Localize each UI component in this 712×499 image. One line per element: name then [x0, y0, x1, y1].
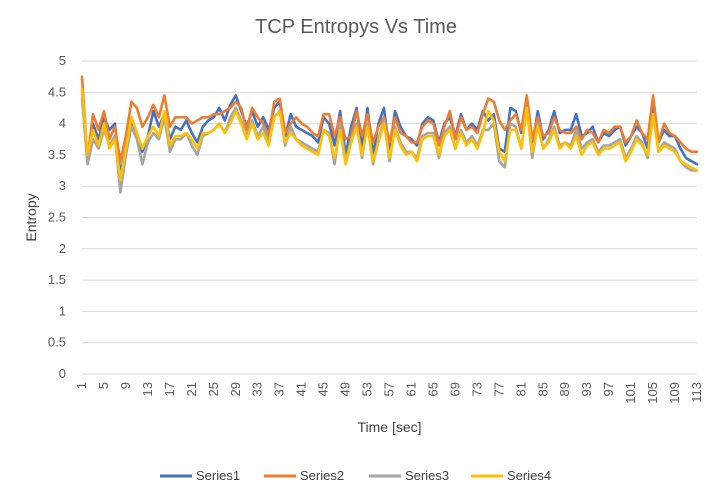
x-tick-label: 69 — [447, 382, 462, 396]
series-lines — [80, 75, 699, 194]
x-tick-label: 49 — [338, 382, 353, 396]
x-tick-label: 85 — [535, 382, 550, 396]
x-tick-label: 73 — [469, 382, 484, 396]
y-tick-label: 3.5 — [48, 147, 66, 162]
x-tick-label: 29 — [228, 382, 243, 396]
y-axis-ticks: 0 0.5 1 1.5 2 2.5 3 3.5 4 4.5 5 — [48, 53, 66, 381]
x-tick-label: 21 — [184, 382, 199, 396]
x-tick-label: 37 — [272, 382, 287, 396]
x-tick-label: 13 — [140, 382, 155, 396]
y-tick-label: 4.5 — [48, 84, 66, 99]
y-tick-label: 0.5 — [48, 335, 66, 350]
series-line-series2 — [80, 75, 699, 163]
legend-item: Series4 — [471, 468, 551, 483]
gridlines — [82, 60, 697, 344]
legend-item: Series3 — [369, 468, 449, 483]
x-tick-label: 57 — [382, 382, 397, 396]
chart-title: TCP Entropys Vs Time — [255, 16, 457, 38]
x-tick-label: 45 — [316, 382, 331, 396]
y-tick-label: 4 — [59, 116, 66, 131]
x-tick-label: 65 — [425, 382, 440, 396]
x-tick-label: 1 — [74, 382, 89, 389]
x-tick-label: 105 — [645, 382, 660, 404]
x-tick-label: 61 — [403, 382, 418, 396]
legend-label: Series3 — [405, 468, 449, 483]
legend: Series1 Series2 Series3 Series4 — [160, 468, 551, 483]
x-tick-label: 53 — [360, 382, 375, 396]
x-tick-label: 25 — [206, 382, 221, 396]
legend-item: Series1 — [160, 468, 240, 483]
x-tick-label: 17 — [162, 382, 177, 396]
legend-label: Series2 — [300, 468, 344, 483]
y-tick-label: 0 — [59, 366, 66, 381]
x-tick-label: 9 — [118, 382, 133, 389]
y-tick-label: 2 — [59, 241, 66, 256]
x-tick-label: 101 — [623, 382, 638, 404]
legend-label: Series4 — [507, 468, 551, 483]
legend-label: Series1 — [196, 468, 240, 483]
x-tick-label: 93 — [579, 382, 594, 396]
x-tick-label: 89 — [557, 382, 572, 396]
x-tick-label: 113 — [689, 382, 704, 403]
x-tick-label: 109 — [667, 382, 682, 404]
x-tick-label: 33 — [250, 382, 265, 396]
y-axis-title: Entropy — [23, 193, 39, 241]
x-tick-label: 5 — [96, 382, 111, 389]
y-tick-label: 1 — [59, 303, 66, 318]
x-tick-label: 97 — [601, 382, 616, 396]
y-tick-label: 1.5 — [48, 272, 66, 287]
x-axis-title: Time [sec] — [357, 419, 421, 435]
x-axis-ticks: 1 5 9 13 17 21 25 29 33 37 41 45 49 53 57 61 65 69 73 77 81 8… — [74, 382, 704, 404]
legend-item: Series2 — [264, 468, 344, 483]
x-tick-label: 81 — [513, 382, 528, 396]
y-tick-label: 3 — [59, 178, 66, 193]
series-line-series4 — [80, 87, 699, 182]
y-tick-label: 2.5 — [48, 210, 66, 225]
x-tick-label: 41 — [294, 382, 309, 396]
x-tick-label: 77 — [491, 382, 506, 396]
y-tick-label: 5 — [59, 53, 66, 68]
